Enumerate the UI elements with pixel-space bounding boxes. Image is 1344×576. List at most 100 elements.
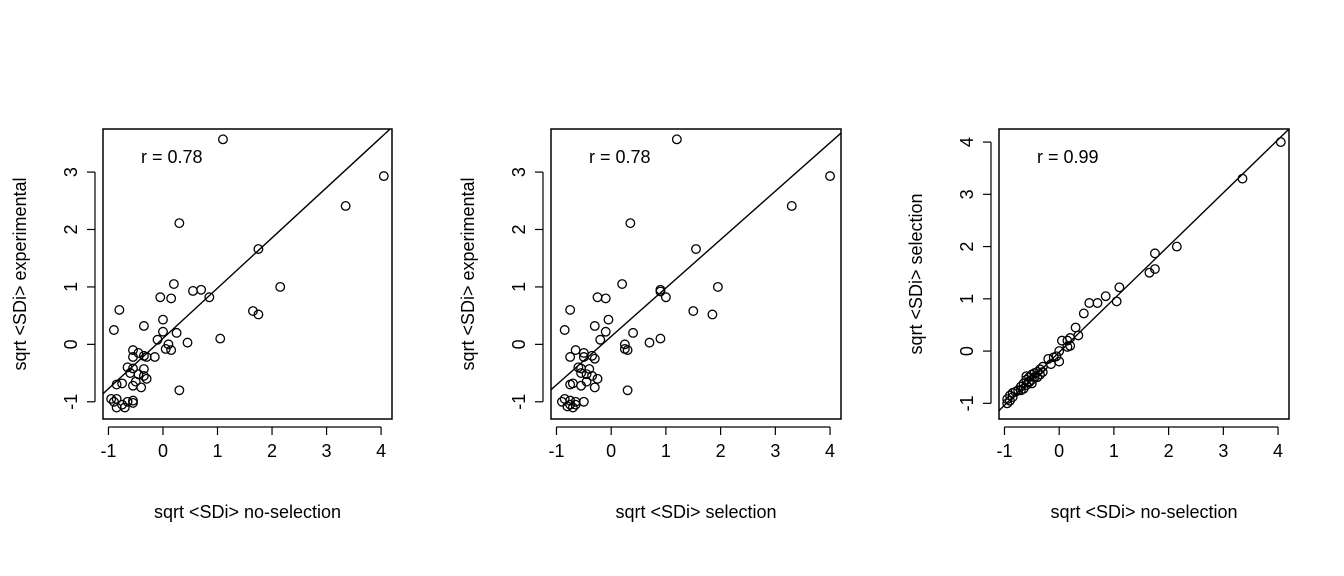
data-point bbox=[160, 343, 171, 354]
data-point bbox=[1111, 296, 1122, 307]
data-point bbox=[660, 292, 671, 303]
data-point bbox=[565, 399, 576, 410]
data-point bbox=[1149, 248, 1160, 259]
data-point bbox=[671, 134, 682, 145]
data-point bbox=[108, 325, 119, 335]
x-axis-label: sqrt <SDi> no-selection bbox=[1050, 502, 1237, 522]
data-point bbox=[188, 285, 198, 296]
data-point bbox=[619, 339, 630, 350]
data-point bbox=[166, 345, 177, 356]
data-point bbox=[565, 304, 576, 315]
data-point bbox=[622, 345, 633, 356]
data-point bbox=[1078, 308, 1089, 319]
y-tick-label: 3 bbox=[509, 167, 529, 177]
x-tick-label: 3 bbox=[322, 441, 332, 461]
data-point bbox=[117, 378, 128, 389]
data-point bbox=[1021, 371, 1032, 382]
data-point bbox=[174, 218, 185, 229]
data-point bbox=[1144, 267, 1155, 278]
data-point bbox=[1054, 346, 1065, 357]
x-tick-label: 0 bbox=[1054, 441, 1064, 461]
data-point bbox=[688, 306, 699, 316]
data-point bbox=[122, 362, 133, 373]
y-tick-label: 1 bbox=[61, 282, 81, 292]
data-point bbox=[1092, 298, 1103, 308]
data-point bbox=[1114, 282, 1125, 293]
data-point bbox=[628, 327, 639, 338]
x-tick-label: 1 bbox=[213, 441, 223, 461]
data-point bbox=[622, 385, 633, 396]
regression-line bbox=[999, 129, 1289, 412]
data-point bbox=[567, 402, 578, 413]
data-point bbox=[171, 327, 182, 338]
x-axis-label: sqrt <SDi> selection bbox=[615, 502, 776, 522]
data-point bbox=[655, 286, 666, 297]
data-point bbox=[215, 333, 226, 344]
data-point bbox=[589, 382, 600, 393]
correlation-label: r = 0.99 bbox=[1037, 147, 1099, 167]
y-axis-label: sqrt <SDi> selection bbox=[906, 193, 926, 354]
data-point bbox=[158, 314, 168, 325]
x-tick-label: -1 bbox=[996, 441, 1012, 461]
data-point bbox=[712, 281, 723, 292]
data-point bbox=[589, 321, 600, 331]
x-tick-label: 1 bbox=[661, 441, 671, 461]
data-point bbox=[578, 352, 589, 362]
y-tick-label: -1 bbox=[509, 394, 529, 410]
y-tick-label: -1 bbox=[61, 394, 81, 410]
x-tick-label: 3 bbox=[770, 441, 780, 461]
regression-line bbox=[103, 129, 392, 395]
data-point bbox=[625, 218, 636, 229]
data-point bbox=[589, 353, 600, 364]
data-point bbox=[168, 279, 179, 289]
x-tick-label: 2 bbox=[1164, 441, 1174, 461]
y-tick-label: 3 bbox=[957, 189, 977, 199]
data-point bbox=[128, 352, 138, 362]
data-point bbox=[578, 396, 589, 407]
x-axis-label: sqrt <SDi> no-selection bbox=[154, 502, 341, 522]
data-point bbox=[275, 281, 286, 292]
data-point bbox=[340, 201, 351, 211]
data-point bbox=[174, 385, 185, 396]
y-tick-label: 2 bbox=[957, 242, 977, 252]
data-point bbox=[117, 399, 128, 410]
data-point bbox=[138, 321, 149, 331]
x-tick-label: 0 bbox=[158, 441, 168, 461]
data-point bbox=[581, 369, 592, 380]
data-point bbox=[1032, 372, 1043, 383]
data-point bbox=[166, 293, 177, 304]
y-tick-label: 0 bbox=[957, 346, 977, 356]
x-tick-label: 3 bbox=[1218, 441, 1228, 461]
data-point bbox=[253, 244, 264, 254]
data-point bbox=[248, 306, 258, 316]
x-tick-label: 1 bbox=[1109, 441, 1119, 461]
y-tick-label: -1 bbox=[957, 395, 977, 411]
data-point bbox=[141, 373, 152, 384]
data-point bbox=[149, 352, 160, 362]
data-point bbox=[587, 370, 597, 381]
data-point bbox=[128, 397, 138, 408]
data-point bbox=[603, 314, 614, 325]
correlation-label: r = 0.78 bbox=[589, 147, 651, 167]
y-tick-label: 0 bbox=[61, 339, 81, 349]
regression-line bbox=[551, 132, 841, 391]
data-point bbox=[1015, 385, 1026, 396]
x-tick-label: 2 bbox=[267, 441, 277, 461]
y-tick-label: 1 bbox=[509, 282, 529, 292]
data-point bbox=[595, 334, 606, 345]
y-tick-label: 1 bbox=[957, 294, 977, 304]
data-point bbox=[122, 396, 133, 407]
data-point bbox=[565, 352, 576, 362]
scatter-panel-2: -1 0 1 2 3 4 -1 0 1 2 3 sqrt <SDi> selection sqrt <S… bbox=[458, 128, 842, 522]
data-point bbox=[1024, 376, 1035, 387]
data-point bbox=[158, 326, 168, 337]
data-point bbox=[576, 368, 587, 379]
data-point bbox=[1062, 341, 1073, 352]
data-point bbox=[204, 292, 215, 303]
data-point bbox=[565, 379, 576, 390]
x-tick-label: -1 bbox=[548, 441, 564, 461]
data-point bbox=[617, 279, 628, 289]
x-tick-label: 4 bbox=[825, 441, 835, 461]
data-point bbox=[155, 292, 166, 303]
data-point bbox=[253, 309, 264, 320]
